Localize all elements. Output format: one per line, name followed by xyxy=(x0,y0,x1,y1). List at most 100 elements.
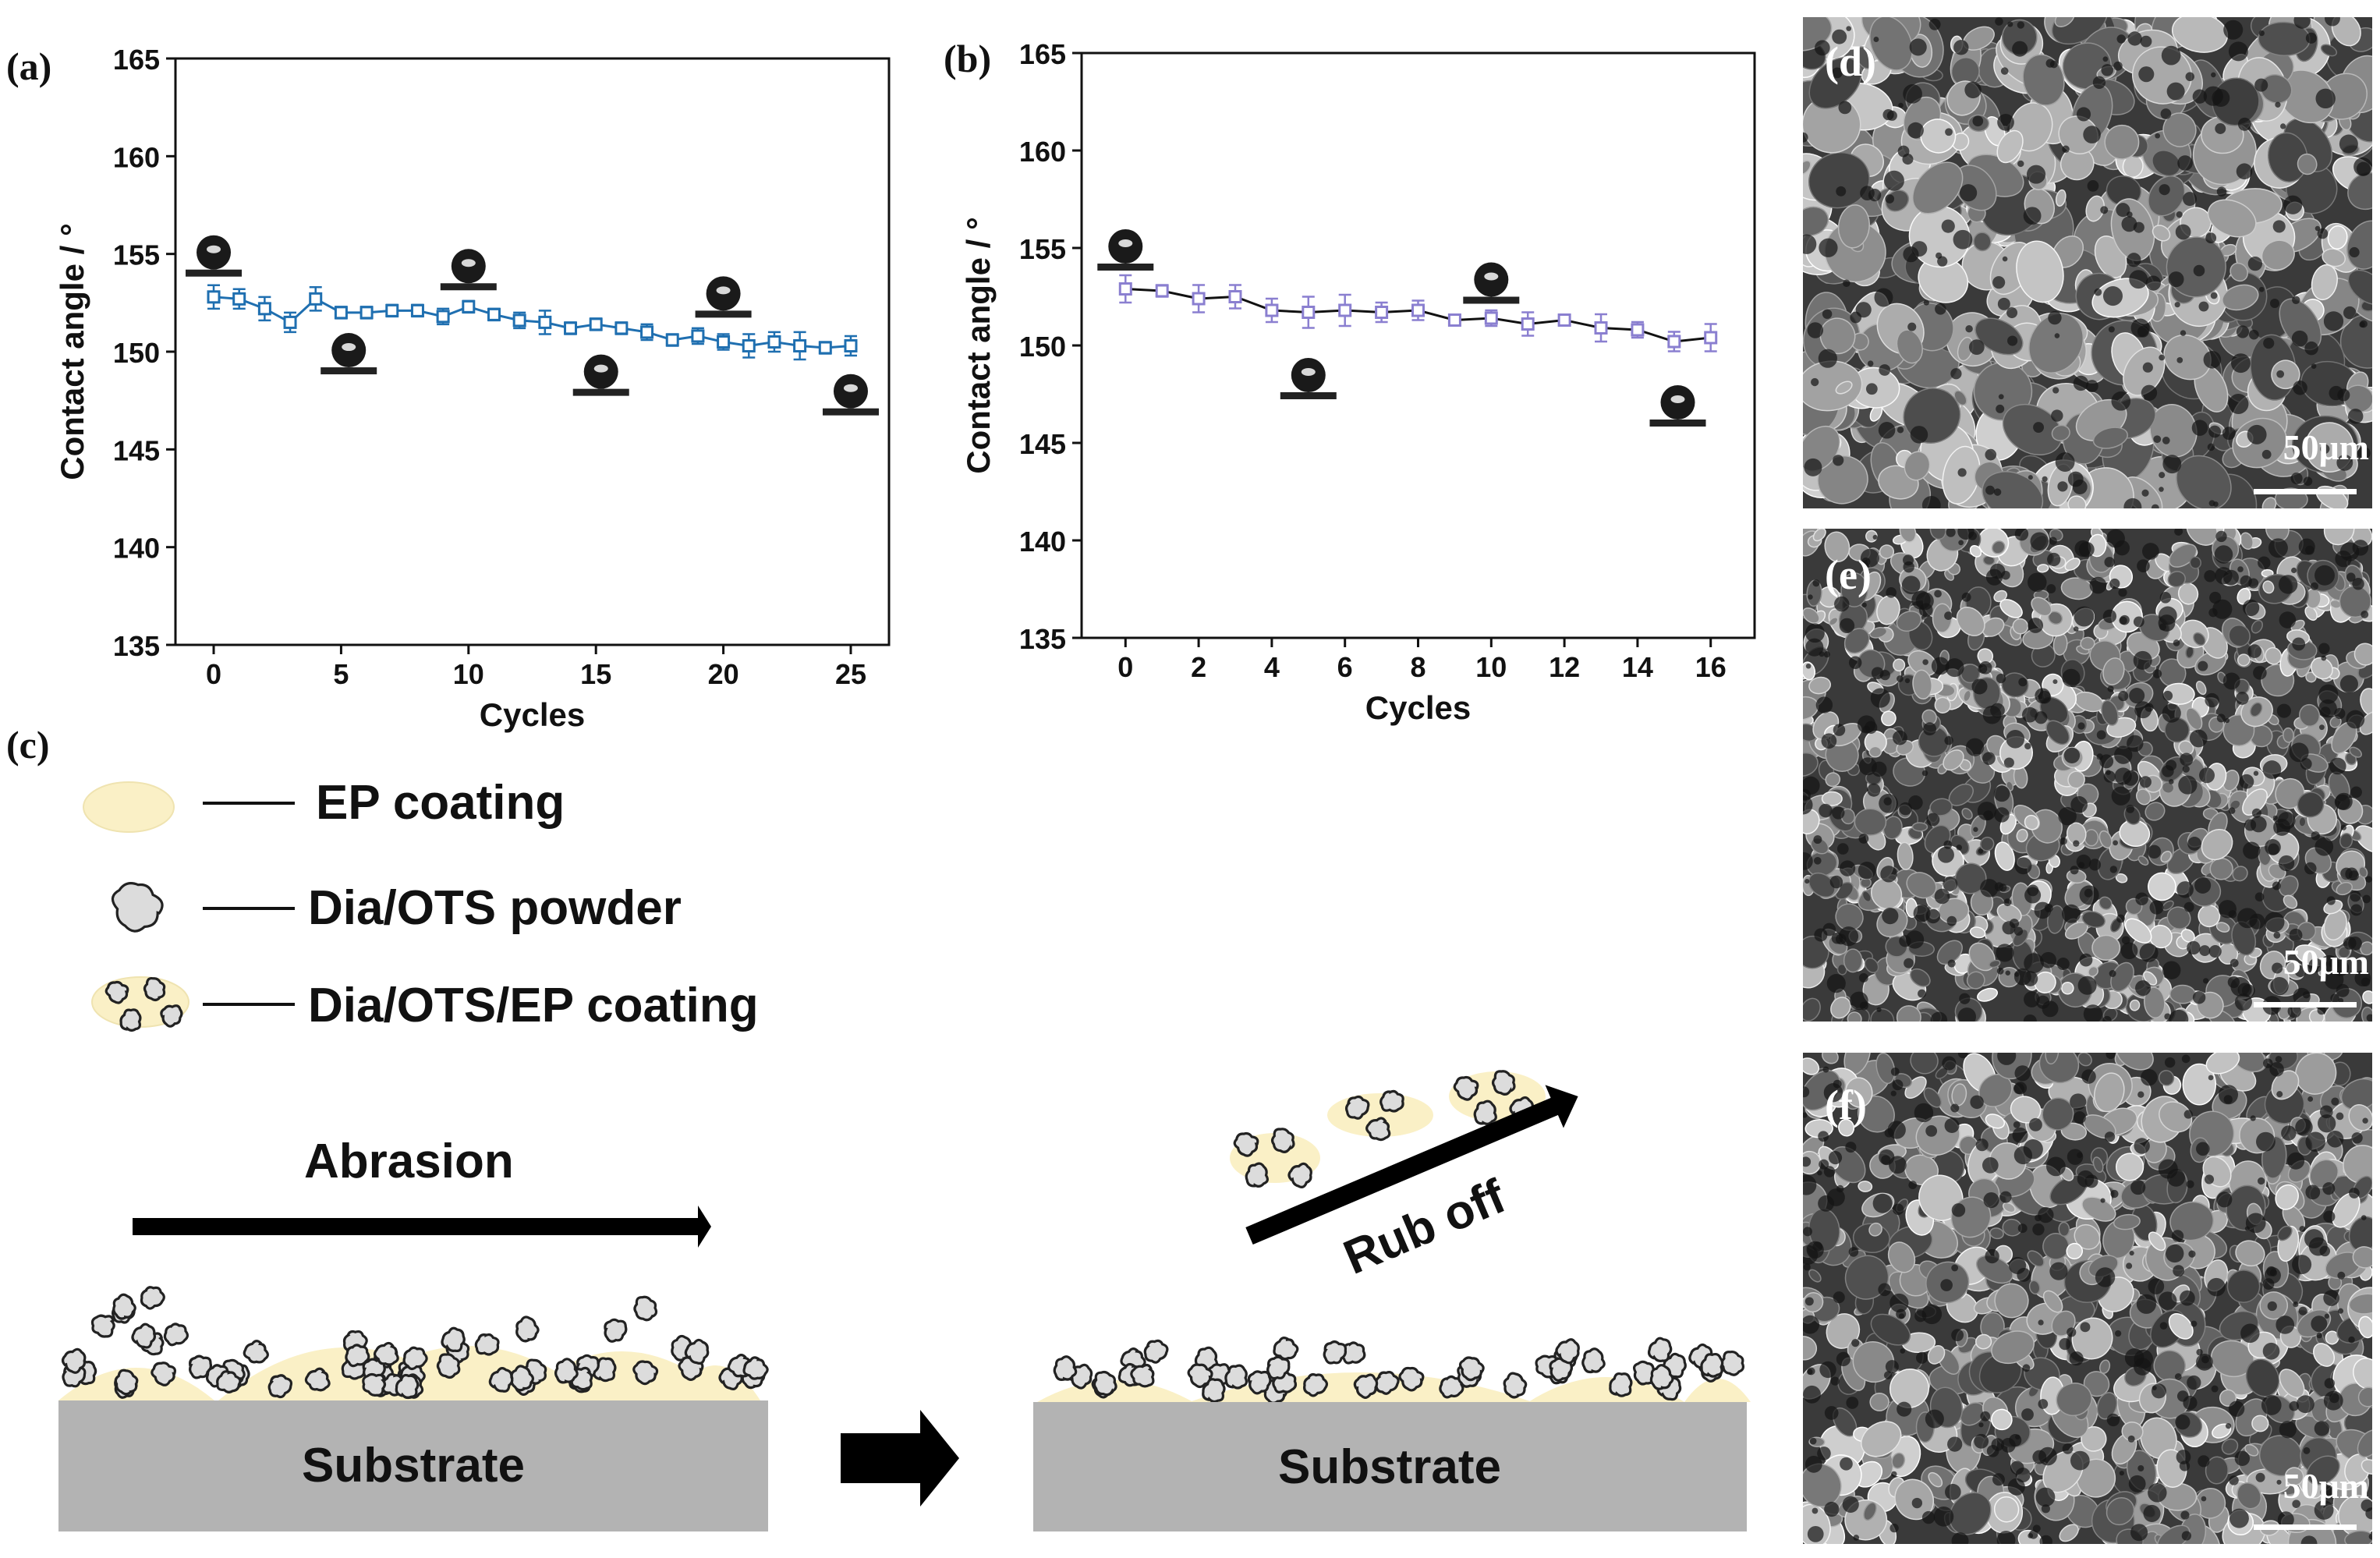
sem-pore xyxy=(2293,1301,2299,1308)
sem-pore xyxy=(2135,980,2152,997)
particle xyxy=(114,1369,139,1396)
sem-pore xyxy=(2074,540,2091,558)
sem-pore xyxy=(2275,1056,2283,1063)
sem-pore xyxy=(1805,638,1824,657)
sem-grain xyxy=(1994,1283,2029,1319)
sem-pore xyxy=(1941,219,1955,233)
x-tick-label: 6 xyxy=(1337,651,1353,683)
sem-pore xyxy=(2337,1271,2346,1280)
sem-pore xyxy=(2237,566,2244,572)
sem-pore xyxy=(2278,855,2295,872)
sem-pore xyxy=(1977,802,1996,821)
sem-grain xyxy=(2098,896,2113,910)
sem-pore xyxy=(2258,286,2265,292)
sem-pore xyxy=(1992,1473,2005,1486)
sem-pore xyxy=(2261,1395,2282,1415)
sem-pore xyxy=(2168,779,2174,784)
x-tick-label: 0 xyxy=(1117,651,1133,683)
sem-pore xyxy=(2176,211,2183,218)
sem-grain xyxy=(1966,971,1985,990)
sem-pore xyxy=(2119,616,2127,625)
plot-frame xyxy=(1080,51,1756,639)
particle xyxy=(1273,1337,1299,1361)
sem-pore xyxy=(1947,1436,1963,1452)
sem-pore xyxy=(2198,660,2208,671)
x-tick-label: 16 xyxy=(1695,651,1727,683)
sem-pore xyxy=(2247,424,2267,444)
sem-pore xyxy=(1812,1507,1819,1514)
sem-grain xyxy=(1803,661,1816,681)
sem-pore xyxy=(2081,1069,2096,1084)
sem-grain xyxy=(1985,1114,2006,1129)
sem-pore xyxy=(2013,926,2024,936)
sem-pore xyxy=(2035,688,2051,704)
sem-grain xyxy=(1969,926,1986,939)
sem-pore xyxy=(2245,1213,2266,1234)
sem-pore xyxy=(2204,570,2216,582)
sem-pore xyxy=(2069,1351,2084,1366)
sem-pore xyxy=(2280,123,2286,129)
data-point xyxy=(1265,303,1279,317)
sem-pore xyxy=(2035,711,2048,724)
sem-pore xyxy=(2349,246,2360,258)
sem-pore xyxy=(1872,534,1878,540)
sem-grain xyxy=(2031,597,2052,617)
particle xyxy=(1609,1372,1633,1397)
sem-scalebar-d xyxy=(2254,489,2357,494)
particle xyxy=(633,1295,658,1322)
sem-pore xyxy=(1889,1156,1907,1174)
sem-pore xyxy=(1991,1438,2005,1451)
sem-pore xyxy=(2118,588,2127,597)
sem-pore xyxy=(2186,1180,2194,1188)
sem-pore xyxy=(2325,17,2340,27)
droplet-inset xyxy=(572,354,629,396)
sem-pore xyxy=(1846,1397,1859,1409)
sem-grain xyxy=(2277,1225,2293,1241)
sem-pore xyxy=(1819,1361,1836,1379)
sem-pore xyxy=(2228,910,2237,919)
sem-pore xyxy=(2267,1301,2277,1312)
sem-grain xyxy=(1979,837,1995,852)
sem-pore xyxy=(2106,1053,2116,1060)
particle xyxy=(1303,1372,1329,1397)
process-arrow xyxy=(841,1410,959,1507)
sem-pore xyxy=(2159,623,2167,631)
sem-grain xyxy=(1996,903,2022,924)
sem-grain xyxy=(2362,990,2372,1004)
sem-pore xyxy=(2012,41,2028,57)
x-tick-label: 10 xyxy=(453,658,484,690)
sem-grain xyxy=(2310,657,2333,680)
sem-pore xyxy=(2126,805,2135,813)
sem-pore xyxy=(2189,729,2208,748)
sem-pore xyxy=(2077,722,2085,730)
particle xyxy=(1287,1162,1312,1188)
droplet-inset xyxy=(822,374,879,416)
particle xyxy=(1344,1095,1370,1120)
sem-pore xyxy=(2205,232,2217,244)
sem-pore xyxy=(2173,639,2180,646)
sem-pore xyxy=(1985,568,2003,586)
sem-grain xyxy=(2297,791,2325,818)
sem-pore xyxy=(2136,1294,2157,1314)
sem-pore xyxy=(1973,827,1978,832)
sem-pore xyxy=(2264,1267,2281,1284)
sem-pore xyxy=(1876,1007,1882,1013)
sem-pore xyxy=(1993,785,2010,802)
sem-pore xyxy=(1994,882,2004,891)
sem-pore xyxy=(1838,101,1852,115)
sem-grain xyxy=(2164,717,2190,743)
sem-pore xyxy=(1827,1188,1845,1206)
sem-pore xyxy=(2127,31,2142,46)
y-tick-label: 145 xyxy=(1019,428,1066,460)
sem-pore xyxy=(2265,839,2281,855)
sem-pore xyxy=(1956,845,1963,851)
sem-pore xyxy=(2143,1504,2161,1522)
sem-grain xyxy=(2178,740,2194,756)
data-point xyxy=(614,321,629,335)
sem-pore xyxy=(1821,733,1837,749)
sem-grain xyxy=(1843,628,1870,654)
sem-pore xyxy=(2183,192,2198,207)
sem-pore xyxy=(2147,845,2162,859)
sem-pore xyxy=(1957,1053,1968,1059)
sem-pore xyxy=(2365,876,2372,883)
